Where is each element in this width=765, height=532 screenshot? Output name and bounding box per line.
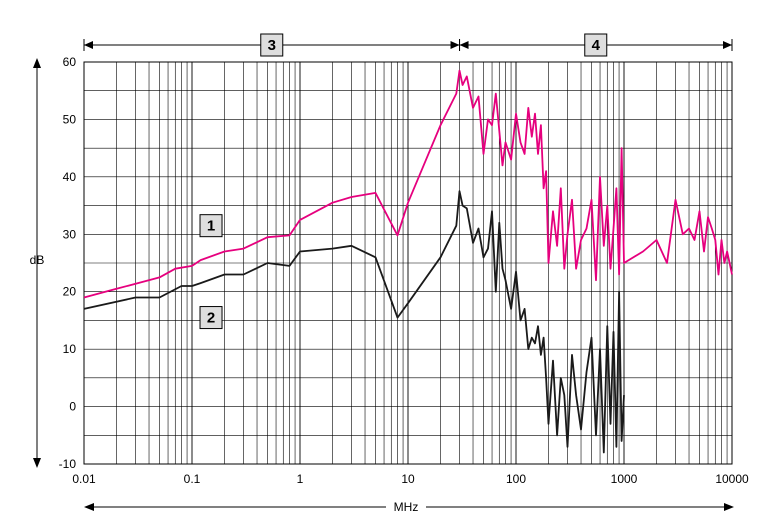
region-3: 3	[83, 33, 461, 57]
x-tick-label: 0.1	[184, 472, 201, 486]
series-2-line	[83, 190, 625, 454]
region-label-box	[260, 33, 284, 57]
y-tick-label: -10	[59, 457, 77, 471]
region-arrowhead	[723, 41, 732, 49]
x-axis-label: MHz	[394, 500, 419, 514]
x-axis-arrow	[84, 503, 734, 511]
y-axis-label: dB	[30, 253, 45, 267]
y-tick-labels: -10 0 10 20 30 40 50 60	[59, 55, 77, 471]
y-tick-label: 0	[69, 400, 76, 414]
region-label: 4	[592, 37, 601, 54]
series-label: 2	[207, 310, 215, 327]
plot-frame	[83, 61, 733, 465]
grid	[83, 61, 732, 465]
region-arrowhead	[450, 41, 460, 49]
region-arrowhead	[84, 41, 93, 49]
region-label: 3	[268, 37, 276, 54]
region-label-box	[584, 33, 608, 57]
y-tick-label: 50	[63, 112, 77, 126]
plot-border	[83, 61, 733, 465]
y-tick-label: 60	[63, 55, 77, 69]
x-tick-label: 10	[401, 472, 415, 486]
series-label-box	[199, 306, 223, 330]
series-label-box	[199, 214, 223, 238]
y-tick-label: 40	[63, 170, 77, 184]
x-tick-label: 0.01	[72, 472, 96, 486]
y-axis-arrow	[33, 58, 41, 468]
region-4: 4	[459, 33, 733, 57]
x-tick-label: 1	[297, 472, 304, 486]
x-tick-label: 10000	[715, 472, 749, 486]
series-layer	[83, 69, 733, 454]
y-tick-label: 30	[63, 227, 77, 241]
series-label: 1	[207, 218, 215, 235]
series-1-line	[83, 69, 733, 299]
x-tick-label: 1000	[611, 472, 638, 486]
region-arrowhead	[459, 41, 469, 49]
x-tick-labels: 0.01 0.1 1 10 100 1000 10000	[72, 472, 749, 486]
y-tick-label: 20	[63, 285, 77, 299]
x-tick-label: 100	[506, 472, 526, 486]
series-labels: 12	[199, 214, 223, 330]
y-tick-label: 10	[63, 342, 77, 356]
